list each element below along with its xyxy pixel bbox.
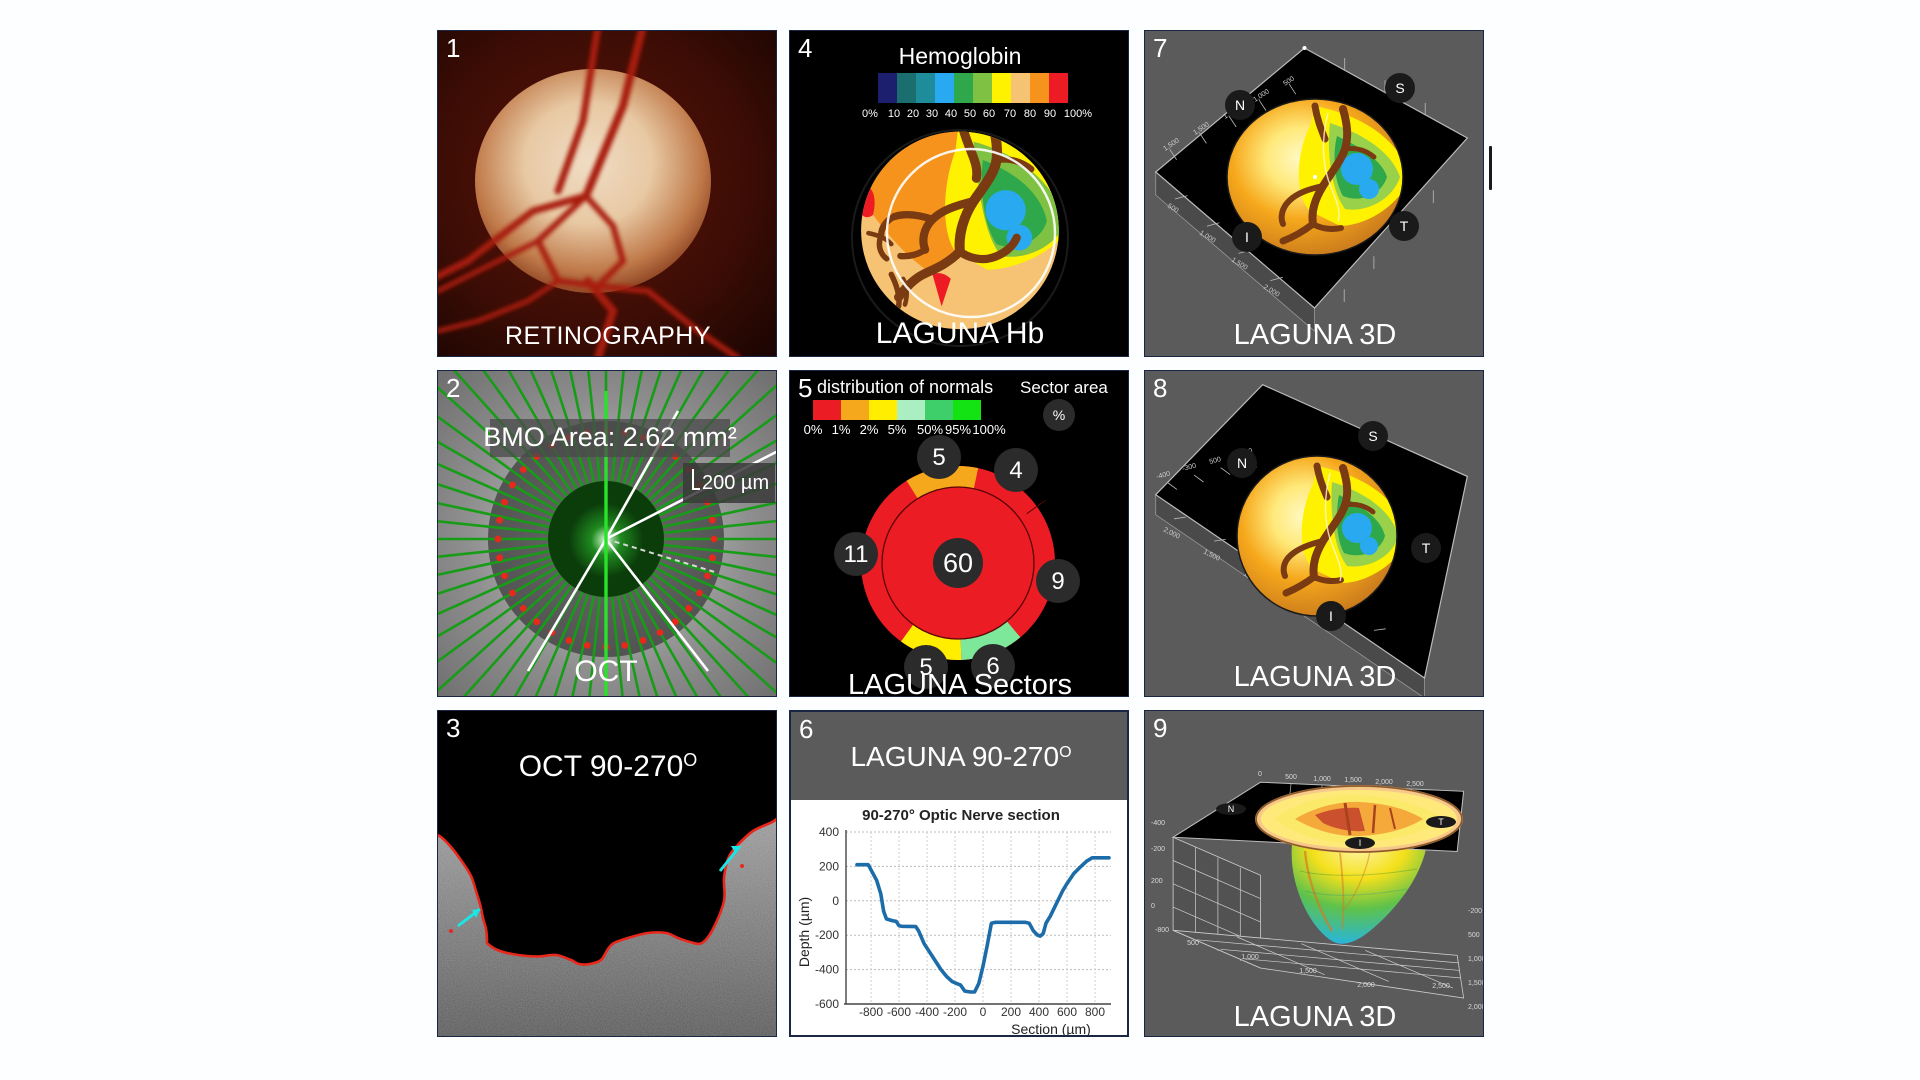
svg-text:T: T xyxy=(1400,218,1409,234)
svg-text:2,500: 2,500 xyxy=(1432,983,1450,990)
svg-text:5%: 5% xyxy=(888,422,907,437)
svg-text:1,000: 1,000 xyxy=(1313,776,1331,783)
svg-text:-400: -400 xyxy=(815,963,839,977)
svg-text:30: 30 xyxy=(926,108,938,120)
svg-text:9: 9 xyxy=(1051,568,1064,595)
svg-text:60: 60 xyxy=(943,548,973,578)
svg-text:-200: -200 xyxy=(1151,846,1165,853)
svg-text:500: 500 xyxy=(1285,774,1297,781)
svg-text:RETINOGRAPHY: RETINOGRAPHY xyxy=(505,322,711,350)
svg-text:500: 500 xyxy=(1468,932,1480,939)
svg-text:-200: -200 xyxy=(1468,908,1482,915)
svg-text:600: 600 xyxy=(1057,1005,1077,1019)
svg-text:0: 0 xyxy=(980,1005,987,1019)
svg-text:60: 60 xyxy=(983,108,995,120)
svg-text:500: 500 xyxy=(1187,940,1199,947)
svg-text:I: I xyxy=(1329,608,1333,624)
svg-text:0%: 0% xyxy=(862,108,878,120)
svg-text:OCT 90-270O: OCT 90-270O xyxy=(519,750,698,783)
svg-text:1%: 1% xyxy=(832,422,851,437)
svg-text:LAGUNA 90-270O: LAGUNA 90-270O xyxy=(850,741,1071,772)
svg-text:10: 10 xyxy=(888,108,900,120)
svg-text:50: 50 xyxy=(964,108,976,120)
svg-text:Depth (µm): Depth (µm) xyxy=(796,897,812,967)
svg-text:N: N xyxy=(1228,804,1235,814)
svg-text:Hemoglobin: Hemoglobin xyxy=(899,43,1022,69)
svg-text:-400: -400 xyxy=(915,1005,939,1019)
svg-text:%: % xyxy=(1053,407,1065,423)
svg-text:T: T xyxy=(1438,817,1444,827)
svg-text:40: 40 xyxy=(945,108,957,120)
svg-text:90: 90 xyxy=(1044,108,1056,120)
svg-text:-800: -800 xyxy=(1155,927,1169,934)
svg-text:4: 4 xyxy=(1009,457,1022,484)
svg-text:I: I xyxy=(1245,229,1249,245)
svg-text:-600: -600 xyxy=(887,1005,911,1019)
svg-text:0: 0 xyxy=(832,894,839,908)
svg-text:200: 200 xyxy=(1151,878,1163,885)
svg-text:90-270° Optic Nerve section: 90-270° Optic Nerve section xyxy=(862,807,1060,824)
svg-text:100%: 100% xyxy=(972,422,1006,437)
svg-text:0: 0 xyxy=(1151,903,1155,910)
svg-text:200: 200 xyxy=(1001,1005,1021,1019)
svg-text:1,500: 1,500 xyxy=(1344,777,1362,784)
svg-text:2,500: 2,500 xyxy=(1406,781,1424,788)
svg-text:20: 20 xyxy=(907,108,919,120)
svg-text:I: I xyxy=(1359,838,1362,848)
svg-text:2,000: 2,000 xyxy=(1375,779,1393,786)
svg-text:-800: -800 xyxy=(859,1005,883,1019)
svg-text:N: N xyxy=(1235,97,1245,113)
svg-text:-200: -200 xyxy=(815,928,839,942)
svg-text:Section (µm): Section (µm) xyxy=(1011,1021,1091,1037)
svg-text:1,000: 1,000 xyxy=(1468,956,1484,963)
svg-text:T: T xyxy=(1422,540,1431,556)
svg-text:Sector area: Sector area xyxy=(1020,378,1108,397)
svg-text:95%: 95% xyxy=(945,422,971,437)
svg-text:-600: -600 xyxy=(815,997,839,1011)
svg-text:distribution of normals: distribution of normals xyxy=(817,377,993,397)
svg-text:-200: -200 xyxy=(943,1005,967,1019)
svg-text:-400: -400 xyxy=(1151,820,1165,827)
svg-text:S: S xyxy=(1395,80,1404,96)
svg-text:100%: 100% xyxy=(1064,108,1092,120)
svg-text:1,000: 1,000 xyxy=(1241,954,1259,961)
svg-text:OCT: OCT xyxy=(574,655,637,688)
svg-text:200 µm: 200 µm xyxy=(702,472,769,494)
svg-text:11: 11 xyxy=(844,541,869,568)
svg-text:400: 400 xyxy=(1029,1005,1049,1019)
svg-text:5: 5 xyxy=(932,444,945,471)
svg-text:2%: 2% xyxy=(860,422,879,437)
svg-text:N: N xyxy=(1237,455,1247,471)
svg-text:800: 800 xyxy=(1085,1005,1105,1019)
svg-text:BMO Area: 2.62 mm²: BMO Area: 2.62 mm² xyxy=(483,422,737,452)
svg-text:80: 80 xyxy=(1024,108,1036,120)
svg-text:0%: 0% xyxy=(804,422,823,437)
svg-text:2,000: 2,000 xyxy=(1357,982,1375,989)
svg-text:0: 0 xyxy=(1258,771,1262,778)
svg-text:LAGUNA 3D: LAGUNA 3D xyxy=(1234,319,1397,351)
svg-text:LAGUNA 3D: LAGUNA 3D xyxy=(1234,661,1397,693)
svg-text:50%: 50% xyxy=(917,422,943,437)
svg-text:200: 200 xyxy=(819,859,839,873)
svg-text:1,500: 1,500 xyxy=(1468,980,1484,987)
svg-text:70: 70 xyxy=(1004,108,1016,120)
svg-text:1,500: 1,500 xyxy=(1299,968,1317,975)
svg-text:LAGUNA 3D: LAGUNA 3D xyxy=(1234,1001,1397,1033)
svg-text:LAGUNA Sectors: LAGUNA Sectors xyxy=(848,669,1072,697)
svg-text:LAGUNA Hb: LAGUNA Hb xyxy=(876,317,1044,350)
svg-text:400: 400 xyxy=(819,825,839,839)
svg-text:2,000: 2,000 xyxy=(1468,1004,1484,1011)
svg-text:S: S xyxy=(1368,428,1377,444)
